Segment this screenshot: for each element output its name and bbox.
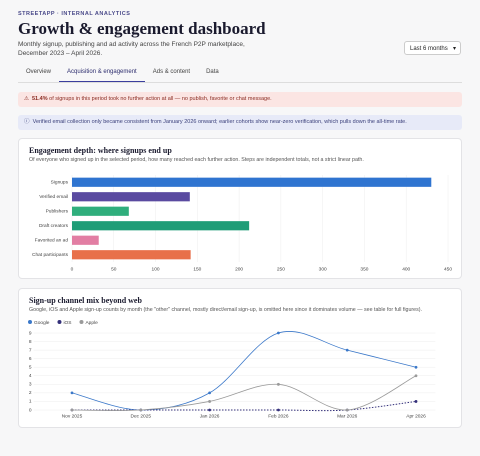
x-tick-label: Feb 2026: [268, 413, 289, 419]
alert-icon: ⓘ: [24, 119, 30, 125]
point: [277, 408, 280, 412]
point: [414, 365, 418, 369]
y-tick-label: 7: [29, 347, 32, 353]
point: [414, 374, 418, 378]
x-tick-label: Nov 2025: [62, 413, 83, 419]
y-tick-label: Signups: [51, 180, 69, 186]
alert-text: Verified email collection only became co…: [32, 119, 407, 125]
y-tick-label: 5: [29, 364, 32, 370]
page-title: Growth & engagement dashboard: [18, 19, 266, 38]
x-tick-label: 250: [277, 266, 285, 272]
series-line: [72, 400, 417, 412]
point: [345, 408, 349, 412]
series-line: [71, 331, 417, 411]
x-tick-label: Mar 2026: [337, 413, 358, 419]
warning-alert: ⚠ 51.4% of signups in this period took n…: [18, 92, 462, 107]
period-select[interactable]: Last 6 months: [404, 41, 461, 56]
x-tick-label: 50: [111, 266, 117, 272]
legend-marker: [28, 320, 32, 324]
point: [414, 400, 418, 403]
y-tick-label: Favorited an ad: [35, 238, 69, 244]
y-tick-label: 8: [29, 339, 32, 345]
y-tick-label: 9: [29, 330, 32, 336]
y-tick-label: Publishers: [46, 209, 69, 215]
chart-subtitle: Of everyone who signed up in the selecte…: [29, 157, 364, 163]
bar: [72, 235, 99, 245]
bar: [72, 250, 191, 260]
tab[interactable]: Ads & content: [152, 69, 191, 75]
chart-title: Sign-up channel mix beyond web: [29, 296, 142, 305]
y-tick-label: Verified email: [39, 194, 68, 200]
chart-subtitle: Google, iOS and Apple sign-up counts by …: [29, 307, 422, 313]
point: [277, 331, 280, 335]
x-tick-label: 350: [360, 266, 368, 272]
point: [70, 391, 74, 395]
y-tick-label: Draft creators: [39, 223, 69, 229]
x-tick-label: Jan 2026: [200, 413, 220, 419]
x-tick-label: 150: [193, 266, 201, 272]
bar: [72, 177, 432, 187]
chart-title: Engagement depth: where signups end up: [29, 146, 172, 155]
y-tick-label: 4: [29, 373, 32, 379]
page-subtitle: Monthly signup, publishing and ad activi…: [18, 41, 245, 57]
bar: [72, 221, 250, 231]
info-alert: ⓘ Verified email collection only became …: [18, 115, 462, 130]
alert-emphasis: 51.4%: [32, 96, 48, 102]
alert-icon: ⚠: [24, 96, 29, 102]
x-tick-label: Dec 2025: [131, 413, 152, 419]
bar: [72, 206, 129, 216]
point: [208, 408, 212, 412]
x-tick-label: 300: [319, 266, 327, 272]
legend-marker: [79, 320, 84, 324]
x-tick-label: 450: [444, 266, 452, 272]
eyebrow: STREETAPP · INTERNAL ANALYTICS: [18, 11, 131, 17]
tab-bar: Overview Acquisition & engagement Ads & co…: [18, 68, 462, 83]
point: [345, 348, 349, 352]
point: [208, 400, 212, 403]
legend-marker: [57, 320, 62, 324]
chart-card: Sign-up channel mix beyond web Google, i…: [18, 288, 462, 428]
series-line: [71, 375, 417, 412]
y-tick-label: 2: [29, 390, 32, 396]
tab[interactable]: Acquisition & engagement: [59, 68, 145, 82]
point: [139, 408, 143, 412]
tab[interactable]: Data: [206, 69, 219, 75]
x-tick-label: 0: [71, 266, 74, 272]
point: [208, 391, 212, 395]
bar: [72, 192, 190, 202]
y-tick-label: 6: [29, 356, 32, 362]
legend-label: Google: [34, 320, 50, 326]
y-tick-label: 0: [29, 407, 32, 413]
x-tick-label: 100: [152, 266, 160, 272]
alert-text: of signups in this period took no furthe…: [49, 96, 272, 102]
x-tick-label: 400: [402, 266, 410, 272]
x-tick-label: 200: [235, 266, 243, 272]
point: [70, 408, 74, 412]
x-tick-label: Apr 2026: [406, 413, 426, 419]
legend-label: Apple: [85, 320, 98, 326]
point: [277, 382, 280, 386]
tab[interactable]: Overview: [26, 69, 52, 75]
y-tick-label: Chat participants: [32, 252, 69, 258]
legend-label: iOS: [63, 320, 71, 326]
y-tick-label: 1: [29, 399, 32, 405]
y-tick-label: 3: [29, 382, 32, 388]
